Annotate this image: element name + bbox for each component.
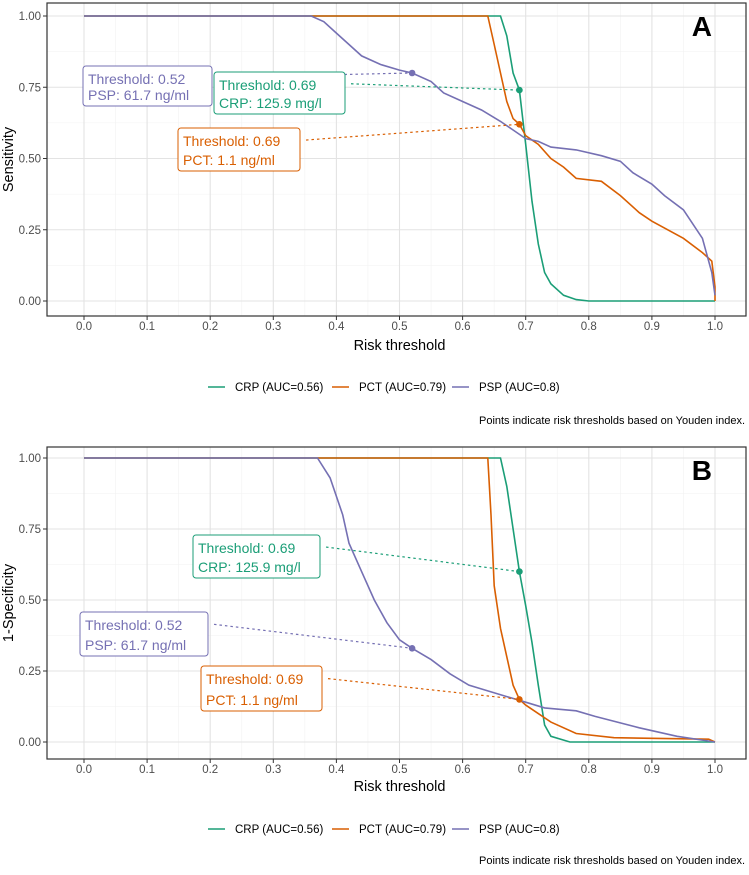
- caption: Points indicate risk thresholds based on…: [479, 415, 745, 427]
- youden-point-psp: [408, 644, 416, 652]
- x-tick-label: 0.2: [202, 321, 218, 333]
- x-tick-label: 0.5: [392, 321, 408, 333]
- plot-background: [47, 3, 746, 316]
- legend-label: CRP (AUC=0.56): [235, 382, 323, 394]
- annotation-value: PCT: 1.1 ng/ml: [183, 152, 275, 168]
- youden-point-pct: [516, 696, 523, 703]
- annotation-leader: [213, 623, 413, 649]
- annotation-leader: [350, 83, 520, 91]
- annotation-value: CRP: 125.9 mg/l: [198, 559, 301, 575]
- annotation-box: [213, 71, 346, 115]
- youden-point-crp: [516, 86, 523, 94]
- annotation-box: [79, 611, 209, 657]
- annotation-threshold: Threshold: 0.69: [198, 540, 295, 556]
- x-tick-label: 0.7: [518, 764, 534, 776]
- series-line-crp: [84, 457, 715, 743]
- annotation-threshold: Threshold: 0.69: [183, 133, 280, 149]
- annotation-threshold: Threshold: 0.52: [88, 71, 185, 87]
- legend-label: PCT (AUC=0.79): [359, 382, 446, 394]
- y-tick-label: 0.50: [19, 154, 41, 166]
- annotation-threshold: Threshold: 0.52: [85, 617, 182, 633]
- legend-label: CRP (AUC=0.56): [235, 824, 323, 836]
- panel-B: 0.0 0.1 0.2 0.3 0.4 0.5 0.6 0.7 0.8 0.9 1.0 0.00 0.2…: [1, 446, 747, 867]
- x-tick-label: 0.4: [328, 321, 345, 333]
- y-axis-title: 1-Specificity: [1, 563, 17, 642]
- plot-background: [47, 447, 746, 759]
- x-axis-title: Risk threshold: [354, 779, 446, 795]
- annotation-threshold: Threshold: 0.69: [206, 671, 303, 687]
- series-line-pct: [84, 15, 716, 301]
- annotation-value: PSP: 61.7 ng/ml: [88, 87, 189, 103]
- y-tick-label: 0.00: [19, 296, 41, 308]
- plot-border: [46, 2, 747, 317]
- y-tick-label: 1.00: [19, 453, 41, 465]
- y-tick-label: 0.00: [19, 737, 41, 749]
- annotation-leader: [327, 678, 520, 700]
- annotation-leader: [217, 72, 413, 78]
- x-tick-label: 1.0: [707, 321, 723, 333]
- annotation-value: PSP: 61.7 ng/ml: [85, 637, 186, 653]
- x-tick-label: 0.1: [139, 764, 155, 776]
- legend-label: PSP (AUC=0.8): [479, 824, 560, 836]
- youden-point-psp: [408, 69, 416, 77]
- annotation-box: [177, 127, 301, 172]
- x-tick-label: 0.3: [265, 321, 281, 333]
- x-tick-label: 0.4: [328, 764, 345, 776]
- annotation-value: CRP: 125.9 mg/l: [219, 95, 322, 111]
- x-tick-label: 0.8: [581, 764, 597, 776]
- legend-label: PSP (AUC=0.8): [479, 382, 560, 394]
- series-line-crp: [84, 15, 715, 302]
- youden-point-crp: [516, 568, 523, 575]
- legend-label: PCT (AUC=0.79): [359, 824, 446, 836]
- panel-label: A: [692, 11, 712, 42]
- y-tick-label: 1.00: [19, 11, 41, 23]
- x-tick-label: 0.7: [518, 321, 534, 333]
- y-tick-label: 0.75: [19, 82, 41, 94]
- x-tick-label: 0.0: [76, 321, 92, 333]
- annotation-box: [192, 534, 321, 579]
- x-tick-label: 0.8: [581, 321, 597, 333]
- x-tick-label: 0.0: [76, 764, 92, 776]
- x-tick-label: 0.6: [455, 764, 471, 776]
- series-line-psp: [84, 15, 716, 296]
- annotation-box: [200, 665, 323, 712]
- annotation-box: [82, 65, 213, 107]
- annotation-leader: [305, 123, 520, 141]
- y-axis-title: Sensitivity: [1, 126, 17, 192]
- y-tick-label: 0.75: [19, 524, 41, 536]
- x-tick-label: 1.0: [707, 764, 723, 776]
- panel-label: B: [692, 455, 712, 486]
- x-tick-label: 0.9: [644, 764, 660, 776]
- y-tick-label: 0.25: [19, 225, 41, 237]
- annotation-threshold: Threshold: 0.69: [219, 77, 316, 93]
- x-tick-label: 0.5: [392, 764, 408, 776]
- panel-A: 0.0 0.1 0.2 0.3 0.4 0.5 0.6 0.7 0.8 0.9 1.0 0.00 0.2…: [1, 2, 747, 427]
- youden-point-pct: [516, 121, 523, 128]
- y-tick-label: 0.25: [19, 666, 41, 678]
- x-tick-label: 0.2: [202, 764, 218, 776]
- annotation-value: PCT: 1.1 ng/ml: [206, 692, 298, 708]
- x-axis-title: Risk threshold: [354, 338, 446, 354]
- x-tick-label: 0.6: [455, 321, 471, 333]
- caption: Points indicate risk thresholds based on…: [479, 855, 745, 867]
- y-tick-label: 0.50: [19, 595, 41, 607]
- x-tick-label: 0.1: [139, 321, 155, 333]
- series-line-psp: [84, 457, 716, 743]
- x-tick-label: 0.9: [644, 321, 660, 333]
- x-tick-label: 0.3: [265, 764, 281, 776]
- plot-border: [46, 446, 747, 760]
